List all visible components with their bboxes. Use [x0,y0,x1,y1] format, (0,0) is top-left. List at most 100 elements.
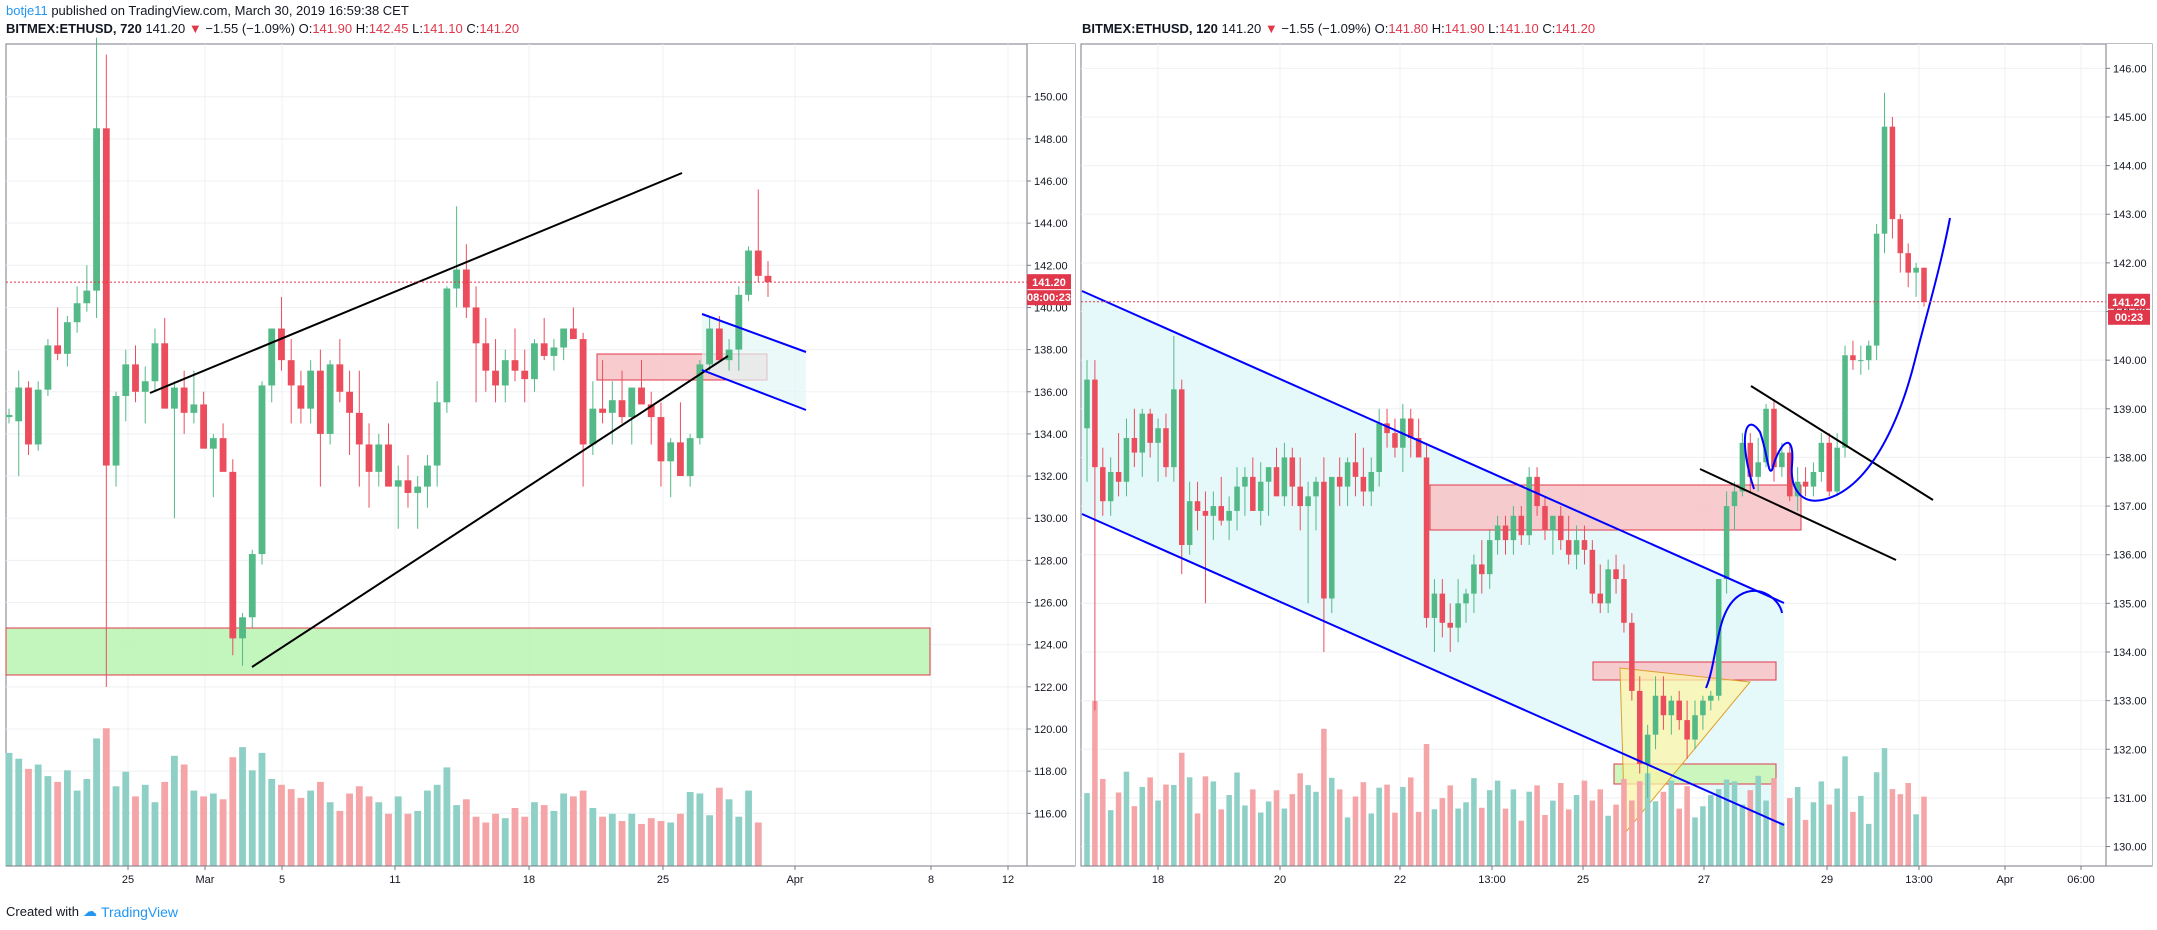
left-close: 141.20 [479,21,520,36]
candle [1558,506,1564,550]
candle [297,370,305,424]
candle [482,318,490,392]
volume-bar [1123,771,1130,866]
volume-bar [15,758,23,866]
candle [1163,413,1169,477]
candle [1439,579,1446,638]
candle [1415,418,1422,458]
volume-bar [1494,780,1501,866]
x-tick-label: Mar [196,874,215,886]
candle [1186,481,1193,555]
projection-curve-2[interactable] [1743,217,1951,502]
volume-bar [657,821,665,866]
resistance-zone[interactable] [1592,661,1777,681]
y-tick-label: 150.00 [1034,92,1068,104]
volume-bar [1518,820,1525,866]
candle [25,381,32,455]
candle [569,307,577,340]
candle [1502,515,1509,555]
volume-bar [1692,817,1698,866]
candle [1881,92,1888,254]
candle [540,318,548,361]
candle [1242,467,1248,516]
volume-bar [34,764,42,866]
candle [560,328,568,361]
volume-bar [1471,778,1477,866]
volume-bar [1613,804,1619,866]
wedge-upper-line[interactable] [149,172,683,394]
support-zone[interactable] [1613,763,1777,785]
candle [278,296,285,371]
volume-bar [1178,752,1185,866]
volume-bar [404,813,412,866]
volume-bar [1676,808,1682,866]
right-chart-frame [1080,43,2153,867]
candle [1494,515,1501,555]
left-open: 141.90 [312,21,353,36]
volume-bar [1321,728,1327,866]
candle [1115,433,1122,497]
left-price-tag: 141.20 08:00:23 [1027,274,1071,306]
flag-lower-line[interactable] [701,369,807,411]
candle [1447,603,1453,652]
candle [248,549,256,628]
candle [521,349,529,403]
candle [1384,408,1390,448]
x-tick-label: 13:00 [1478,874,1506,886]
volume-bar [1400,786,1406,866]
volume-bar [268,779,276,866]
down-arrow-icon: ▼ [1264,21,1278,36]
x-tick-label: 29 [1821,874,1833,886]
wedge-lower-line[interactable] [251,355,729,668]
candle [1352,433,1359,497]
right-low: 141.10 [1498,21,1539,36]
projection-curve-1[interactable] [1705,589,1783,689]
candle [599,360,606,424]
volume-bar [1186,777,1193,866]
candle [443,286,451,413]
candle [1708,690,1714,711]
candle [433,381,441,487]
candle [15,370,23,477]
candle [1818,433,1825,482]
left-last: 141.20 [145,21,186,36]
volume-bar [287,789,295,866]
volume-bar [1526,791,1532,866]
flag-upper-line[interactable] [701,313,807,353]
y-tick-label: 132.00 [1034,471,1068,483]
candle [1139,408,1146,477]
tradingview-logo-icon[interactable]: ☁ [82,903,97,919]
candle [1842,345,1848,458]
y-tick-label: 124.00 [1034,640,1068,652]
y-tick-label: 140.00 [2113,355,2147,367]
supply-zone[interactable] [1429,484,1802,531]
candle [1897,214,1904,273]
volume-bar [1447,785,1453,866]
y-tick-label: 144.00 [1034,218,1068,230]
trendline-upper[interactable] [1750,385,1934,501]
candle [355,370,363,487]
volume-bar [1218,809,1224,866]
candle [754,189,762,283]
volume-bar [677,813,684,866]
candle [1636,676,1643,774]
volume-bar [1202,776,1209,866]
volume-bar [754,822,762,866]
y-tick-label: 140.00 [1034,302,1068,314]
candle [628,387,636,445]
trendline-lower[interactable] [1699,468,1897,561]
candle [161,318,169,409]
author-link[interactable]: botje11 [6,3,48,18]
triangle-pattern[interactable] [1619,667,1751,835]
candle [1652,676,1659,750]
candle [1668,695,1675,735]
channel-upper-line[interactable] [1081,290,1785,604]
volume-bar [745,790,752,866]
volume-bar [209,793,217,866]
channel-lower-line[interactable] [1081,513,1785,826]
channel-fill [1082,291,1784,825]
volume-bar [1581,780,1588,866]
demand-zone[interactable] [5,627,931,676]
tradingview-brand[interactable]: TradingView [100,903,179,920]
left-chart[interactable]: 150.00 148.00 146.00 144.00 142.00 140.00 138.… [0,0,1077,890]
